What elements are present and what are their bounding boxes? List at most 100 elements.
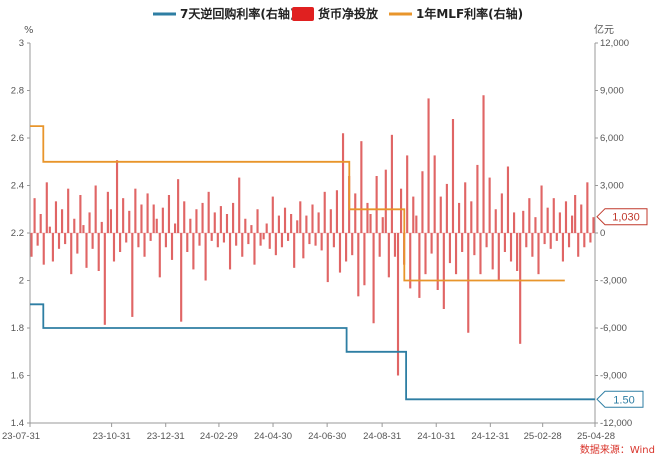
net-injection-bar bbox=[537, 233, 540, 275]
net-injection-bar bbox=[589, 233, 592, 243]
right-tick-label: -6,000 bbox=[600, 323, 627, 334]
right-tick-label: -9,000 bbox=[600, 371, 627, 382]
left-axis-ticks: 3 2.8 2.6 2.4 2.2 2 1.8 1.6 1.4 bbox=[11, 38, 30, 429]
net-injection-callout-text: 1,030 bbox=[612, 212, 640, 224]
net-injection-bar bbox=[555, 233, 558, 241]
net-injection-bar bbox=[79, 195, 82, 233]
net-injection-bar bbox=[259, 233, 262, 246]
net-injection-bar bbox=[280, 233, 284, 248]
x-tick-label: 23-07-31 bbox=[2, 431, 40, 442]
net-injection-bar bbox=[271, 196, 274, 233]
net-injection-bar bbox=[146, 193, 149, 233]
net-injection-bar bbox=[381, 217, 384, 233]
net-injection-bar bbox=[247, 233, 250, 245]
net-injection-bar bbox=[256, 209, 259, 233]
net-injection-bar bbox=[409, 233, 412, 289]
net-injection-bar bbox=[561, 233, 565, 262]
net-injection-bar bbox=[131, 233, 134, 317]
net-injection-bar bbox=[329, 209, 332, 233]
net-injection-bar bbox=[225, 214, 229, 233]
x-tick-label: 24-02-29 bbox=[200, 431, 238, 442]
net-injection-bar bbox=[296, 220, 299, 233]
net-injection-bar bbox=[235, 233, 238, 246]
left-tick-label: 1.6 bbox=[11, 371, 24, 382]
net-injection-bar bbox=[140, 204, 143, 233]
net-injection-bar bbox=[155, 218, 158, 233]
right-tick-label: 6,000 bbox=[600, 133, 624, 144]
mlf-rate-line bbox=[30, 125, 565, 282]
net-injection-bar bbox=[39, 214, 42, 233]
net-injection-bar bbox=[525, 233, 528, 248]
net-injection-bar bbox=[195, 209, 198, 233]
net-injection-bar bbox=[415, 215, 418, 233]
net-injection-bar bbox=[479, 233, 482, 275]
net-injection-bar bbox=[317, 212, 320, 233]
net-injection-bar bbox=[88, 212, 91, 233]
net-injection-callout: 1,030 bbox=[596, 208, 648, 226]
right-axis-ticks: 12,000 9,000 6,000 3,000 0 -3,000 -6,000 -9,000… bbox=[595, 38, 632, 429]
net-injection-bar bbox=[354, 193, 357, 233]
right-tick-label: 9,000 bbox=[600, 86, 624, 97]
net-injection-bar bbox=[451, 119, 455, 233]
legend-mlf-label: 1年MLF利率(右轴) bbox=[416, 6, 523, 21]
net-injection-bar bbox=[167, 195, 171, 233]
net-injection-bar bbox=[149, 233, 152, 241]
right-tick-label: 0 bbox=[600, 228, 605, 239]
net-injection-bar bbox=[509, 233, 513, 262]
net-injection-bar bbox=[112, 233, 116, 262]
net-injection-bar bbox=[372, 233, 375, 324]
net-injection-bar bbox=[268, 233, 271, 249]
net-injection-bar bbox=[583, 233, 586, 248]
net-injection-bar bbox=[473, 233, 476, 256]
net-injection-bar bbox=[73, 218, 76, 233]
net-injection-bar bbox=[67, 188, 70, 233]
net-injection-bar bbox=[232, 202, 235, 233]
net-injection-bar bbox=[125, 233, 128, 243]
net-injection-bar bbox=[454, 233, 458, 275]
net-injection-bar bbox=[571, 215, 574, 233]
x-tick-label: 23-12-31 bbox=[147, 431, 185, 442]
left-tick-label: 2.2 bbox=[11, 228, 24, 239]
net-injection-bar bbox=[399, 188, 403, 233]
net-injection-bar bbox=[412, 196, 415, 233]
reverse-repo-callout: 1.50 bbox=[596, 390, 644, 408]
net-injection-bar bbox=[305, 215, 308, 233]
net-injection-bar bbox=[580, 204, 583, 233]
net-injection-bar bbox=[183, 201, 186, 233]
net-injection-bar bbox=[522, 210, 525, 233]
net-injection-bar bbox=[103, 233, 106, 325]
x-tick-label: 24-04-30 bbox=[254, 431, 292, 442]
x-tick-label: 25-04-28 bbox=[577, 431, 615, 442]
x-tick-label: 24-12-31 bbox=[471, 431, 509, 442]
net-injection-bar bbox=[378, 233, 381, 257]
net-injection-bar bbox=[30, 233, 33, 257]
net-injection-bar bbox=[274, 233, 277, 256]
net-injection-bar bbox=[308, 233, 311, 245]
left-tick-label: 3 bbox=[19, 38, 24, 49]
net-injection-bar bbox=[326, 233, 329, 283]
net-injection-bar bbox=[320, 233, 323, 251]
net-injection-bar bbox=[97, 233, 100, 271]
net-injection-bar bbox=[360, 141, 363, 233]
net-injection-bar bbox=[286, 233, 290, 241]
reverse-repo-callout-box bbox=[596, 390, 644, 408]
net-injection-bars bbox=[30, 95, 595, 376]
net-injection-bar bbox=[574, 195, 577, 233]
legend-net-injection-label: 货币净投放 bbox=[318, 6, 379, 21]
net-injection-bar bbox=[70, 233, 73, 275]
net-injection-bar bbox=[137, 233, 140, 248]
net-injection-bar bbox=[476, 164, 479, 233]
net-injection-bar bbox=[369, 214, 372, 233]
net-injection-bar bbox=[302, 233, 305, 259]
net-injection-bar bbox=[241, 233, 244, 257]
net-injection-bar bbox=[311, 204, 314, 233]
legend-net-injection-swatch bbox=[292, 7, 314, 21]
net-injection-bar bbox=[470, 201, 473, 233]
legend: 7天逆回购利率(右轴) 货币净投放 1年MLF利率(右轴) bbox=[153, 6, 523, 21]
net-injection-bar bbox=[106, 191, 109, 233]
net-injection-bar bbox=[219, 206, 222, 233]
left-tick-label: 2.8 bbox=[11, 86, 24, 97]
net-injection-bar bbox=[91, 233, 94, 249]
net-injection-bar bbox=[238, 177, 241, 233]
